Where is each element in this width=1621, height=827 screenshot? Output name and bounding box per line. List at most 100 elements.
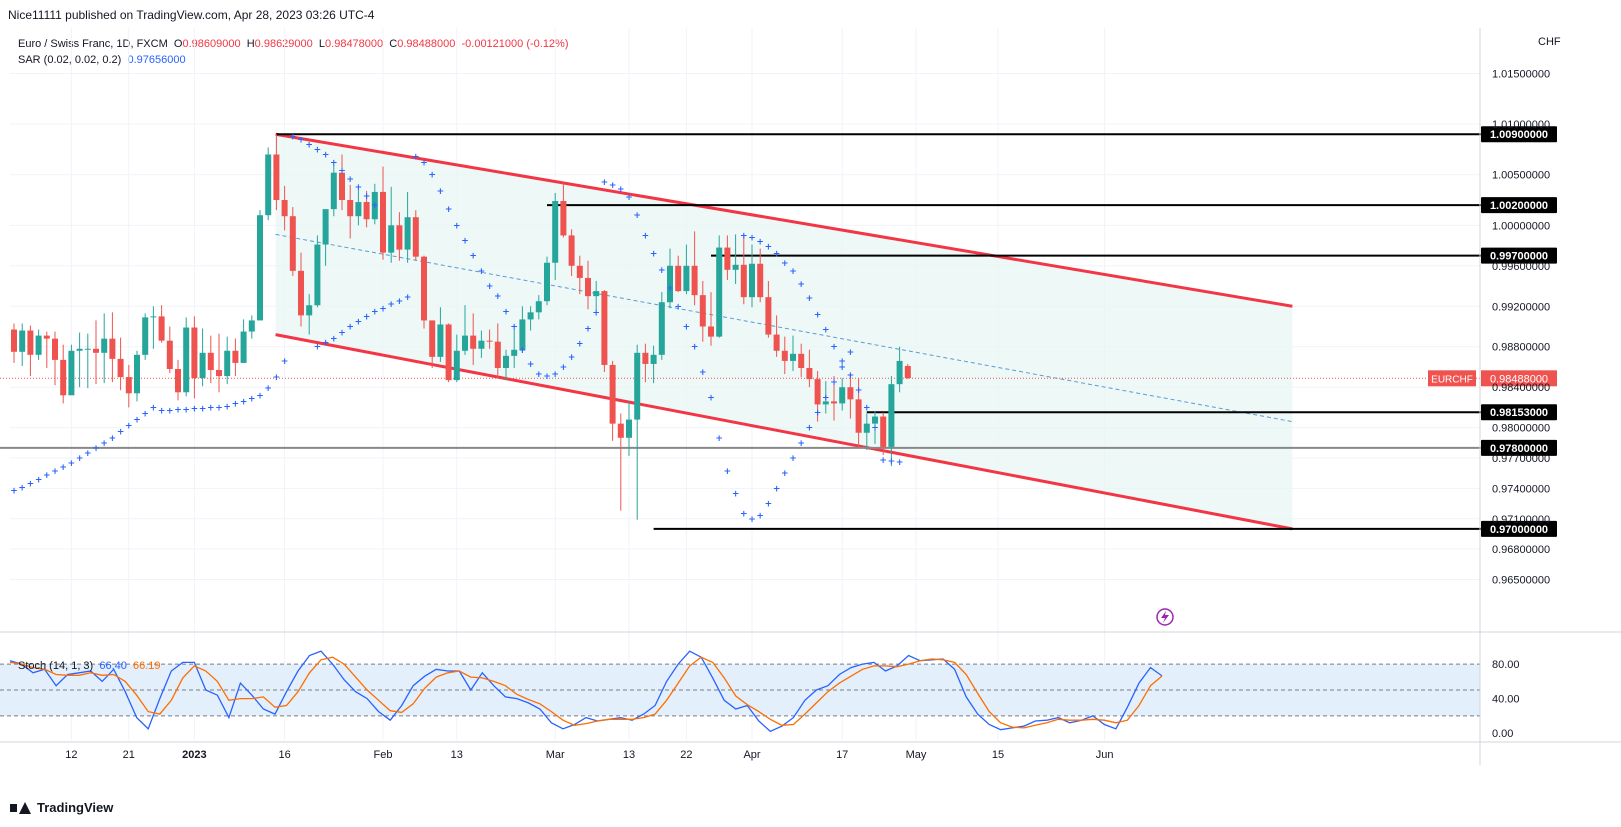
candle-up[interactable] (519, 306, 526, 353)
candle-up[interactable] (84, 333, 91, 389)
stoch-d-line[interactable] (9, 656, 1163, 729)
candle-up[interactable] (527, 306, 534, 331)
candle-up[interactable] (749, 244, 755, 308)
candle-up[interactable] (322, 209, 329, 266)
candle-up[interactable] (240, 319, 247, 363)
candle-down[interactable] (806, 349, 813, 388)
candle-up[interactable] (453, 334, 460, 383)
candle-up[interactable] (716, 235, 723, 338)
channel-lower-line[interactable] (275, 333, 1293, 531)
candle-down[interactable] (691, 231, 698, 306)
stoch-label[interactable]: Stoch (14, 1, 3) (18, 660, 94, 672)
candle-down[interactable] (363, 190, 370, 228)
candle-up[interactable] (839, 378, 846, 411)
candle-down[interactable] (445, 323, 452, 383)
candle-down[interactable] (421, 255, 427, 329)
candle-up[interactable] (183, 317, 190, 397)
candle-down[interactable] (617, 413, 624, 511)
candle-down[interactable] (708, 292, 714, 346)
candle-down[interactable] (273, 134, 280, 211)
candle-up[interactable] (35, 329, 42, 360)
candle-down[interactable] (27, 325, 34, 377)
candle-up[interactable] (896, 346, 903, 393)
candle-down[interactable] (93, 320, 99, 385)
candle-up[interactable] (634, 344, 641, 520)
candle-down[interactable] (773, 315, 780, 357)
candle-up[interactable] (478, 330, 485, 358)
candle-down[interactable] (757, 248, 764, 303)
candle-down[interactable] (191, 316, 198, 399)
candle-down[interactable] (347, 184, 354, 239)
candle-up[interactable] (626, 401, 632, 457)
candle-up[interactable] (683, 244, 690, 295)
candle-down[interactable] (781, 336, 788, 375)
sar-label[interactable]: SAR (0.02, 0.02, 0.2) (18, 54, 122, 66)
candle-down[interactable] (166, 326, 173, 374)
candle-down[interactable] (207, 335, 214, 384)
candle-down[interactable] (724, 235, 731, 280)
candle-up[interactable] (593, 280, 600, 311)
candle-down[interactable] (642, 343, 649, 383)
candle-up[interactable] (732, 234, 739, 285)
candle-down[interactable] (847, 374, 854, 419)
candle-down[interactable] (798, 343, 805, 378)
candle-down[interactable] (494, 323, 501, 379)
candle-up[interactable] (355, 189, 362, 226)
candle-down[interactable] (175, 359, 181, 401)
candle-down[interactable] (765, 280, 772, 338)
candle-up[interactable] (535, 295, 542, 320)
candle-up[interactable] (199, 328, 206, 387)
candle-up[interactable] (265, 147, 272, 221)
candle-up[interactable] (224, 336, 231, 385)
candle-down[interactable] (339, 154, 345, 211)
candle-up[interactable] (511, 329, 518, 368)
candle-down[interactable] (281, 185, 288, 231)
event-bolt-icon[interactable] (1156, 608, 1174, 626)
candle-up[interactable] (544, 256, 550, 306)
candle-down[interactable] (396, 212, 403, 261)
candle-up[interactable] (790, 335, 796, 372)
channel-mid-line[interactable] (275, 233, 1293, 423)
candle-up[interactable] (150, 306, 157, 349)
candle-down[interactable] (60, 344, 67, 404)
candle-up[interactable] (142, 313, 149, 360)
candle-down[interactable] (289, 207, 296, 276)
candle-down[interactable] (831, 376, 837, 421)
candle-down[interactable] (904, 363, 911, 380)
candle-down[interactable] (470, 313, 477, 365)
candle-down[interactable] (609, 360, 616, 441)
candle-down[interactable] (380, 166, 386, 260)
candle-down[interactable] (429, 320, 436, 368)
tradingview-footer[interactable]: TradingView (10, 800, 113, 815)
candle-up[interactable] (134, 350, 140, 402)
candle-down[interactable] (814, 371, 821, 422)
candle-up[interactable] (404, 191, 411, 263)
candle-up[interactable] (650, 345, 657, 384)
candle-down[interactable] (568, 229, 575, 276)
candle-up[interactable] (388, 186, 395, 263)
candle-up[interactable] (257, 210, 263, 321)
candle-down[interactable] (52, 331, 58, 386)
candle-up[interactable] (822, 381, 829, 414)
candle-down[interactable] (560, 182, 567, 238)
candle-up[interactable] (330, 164, 337, 217)
candle-down[interactable] (601, 290, 608, 373)
channel-upper-line[interactable] (275, 132, 1293, 308)
candle-down[interactable] (117, 337, 124, 391)
candle-up[interactable] (68, 344, 75, 396)
candle-down[interactable] (675, 255, 682, 293)
candle-up[interactable] (371, 183, 378, 225)
candle-down[interactable] (158, 305, 165, 343)
candle-up[interactable] (888, 376, 895, 467)
symbol-name[interactable]: Euro / Swiss Franc, 1D, FXCM (18, 38, 168, 50)
candle-down[interactable] (740, 236, 747, 305)
candle-up[interactable] (863, 413, 870, 450)
candle-down[interactable] (11, 323, 17, 363)
candle-up[interactable] (503, 349, 509, 381)
candle-down[interactable] (43, 331, 50, 368)
candle-up[interactable] (306, 294, 313, 335)
candle-down[interactable] (880, 412, 887, 456)
candle-up[interactable] (872, 411, 878, 444)
candle-down[interactable] (216, 333, 222, 393)
candle-down[interactable] (576, 255, 583, 295)
